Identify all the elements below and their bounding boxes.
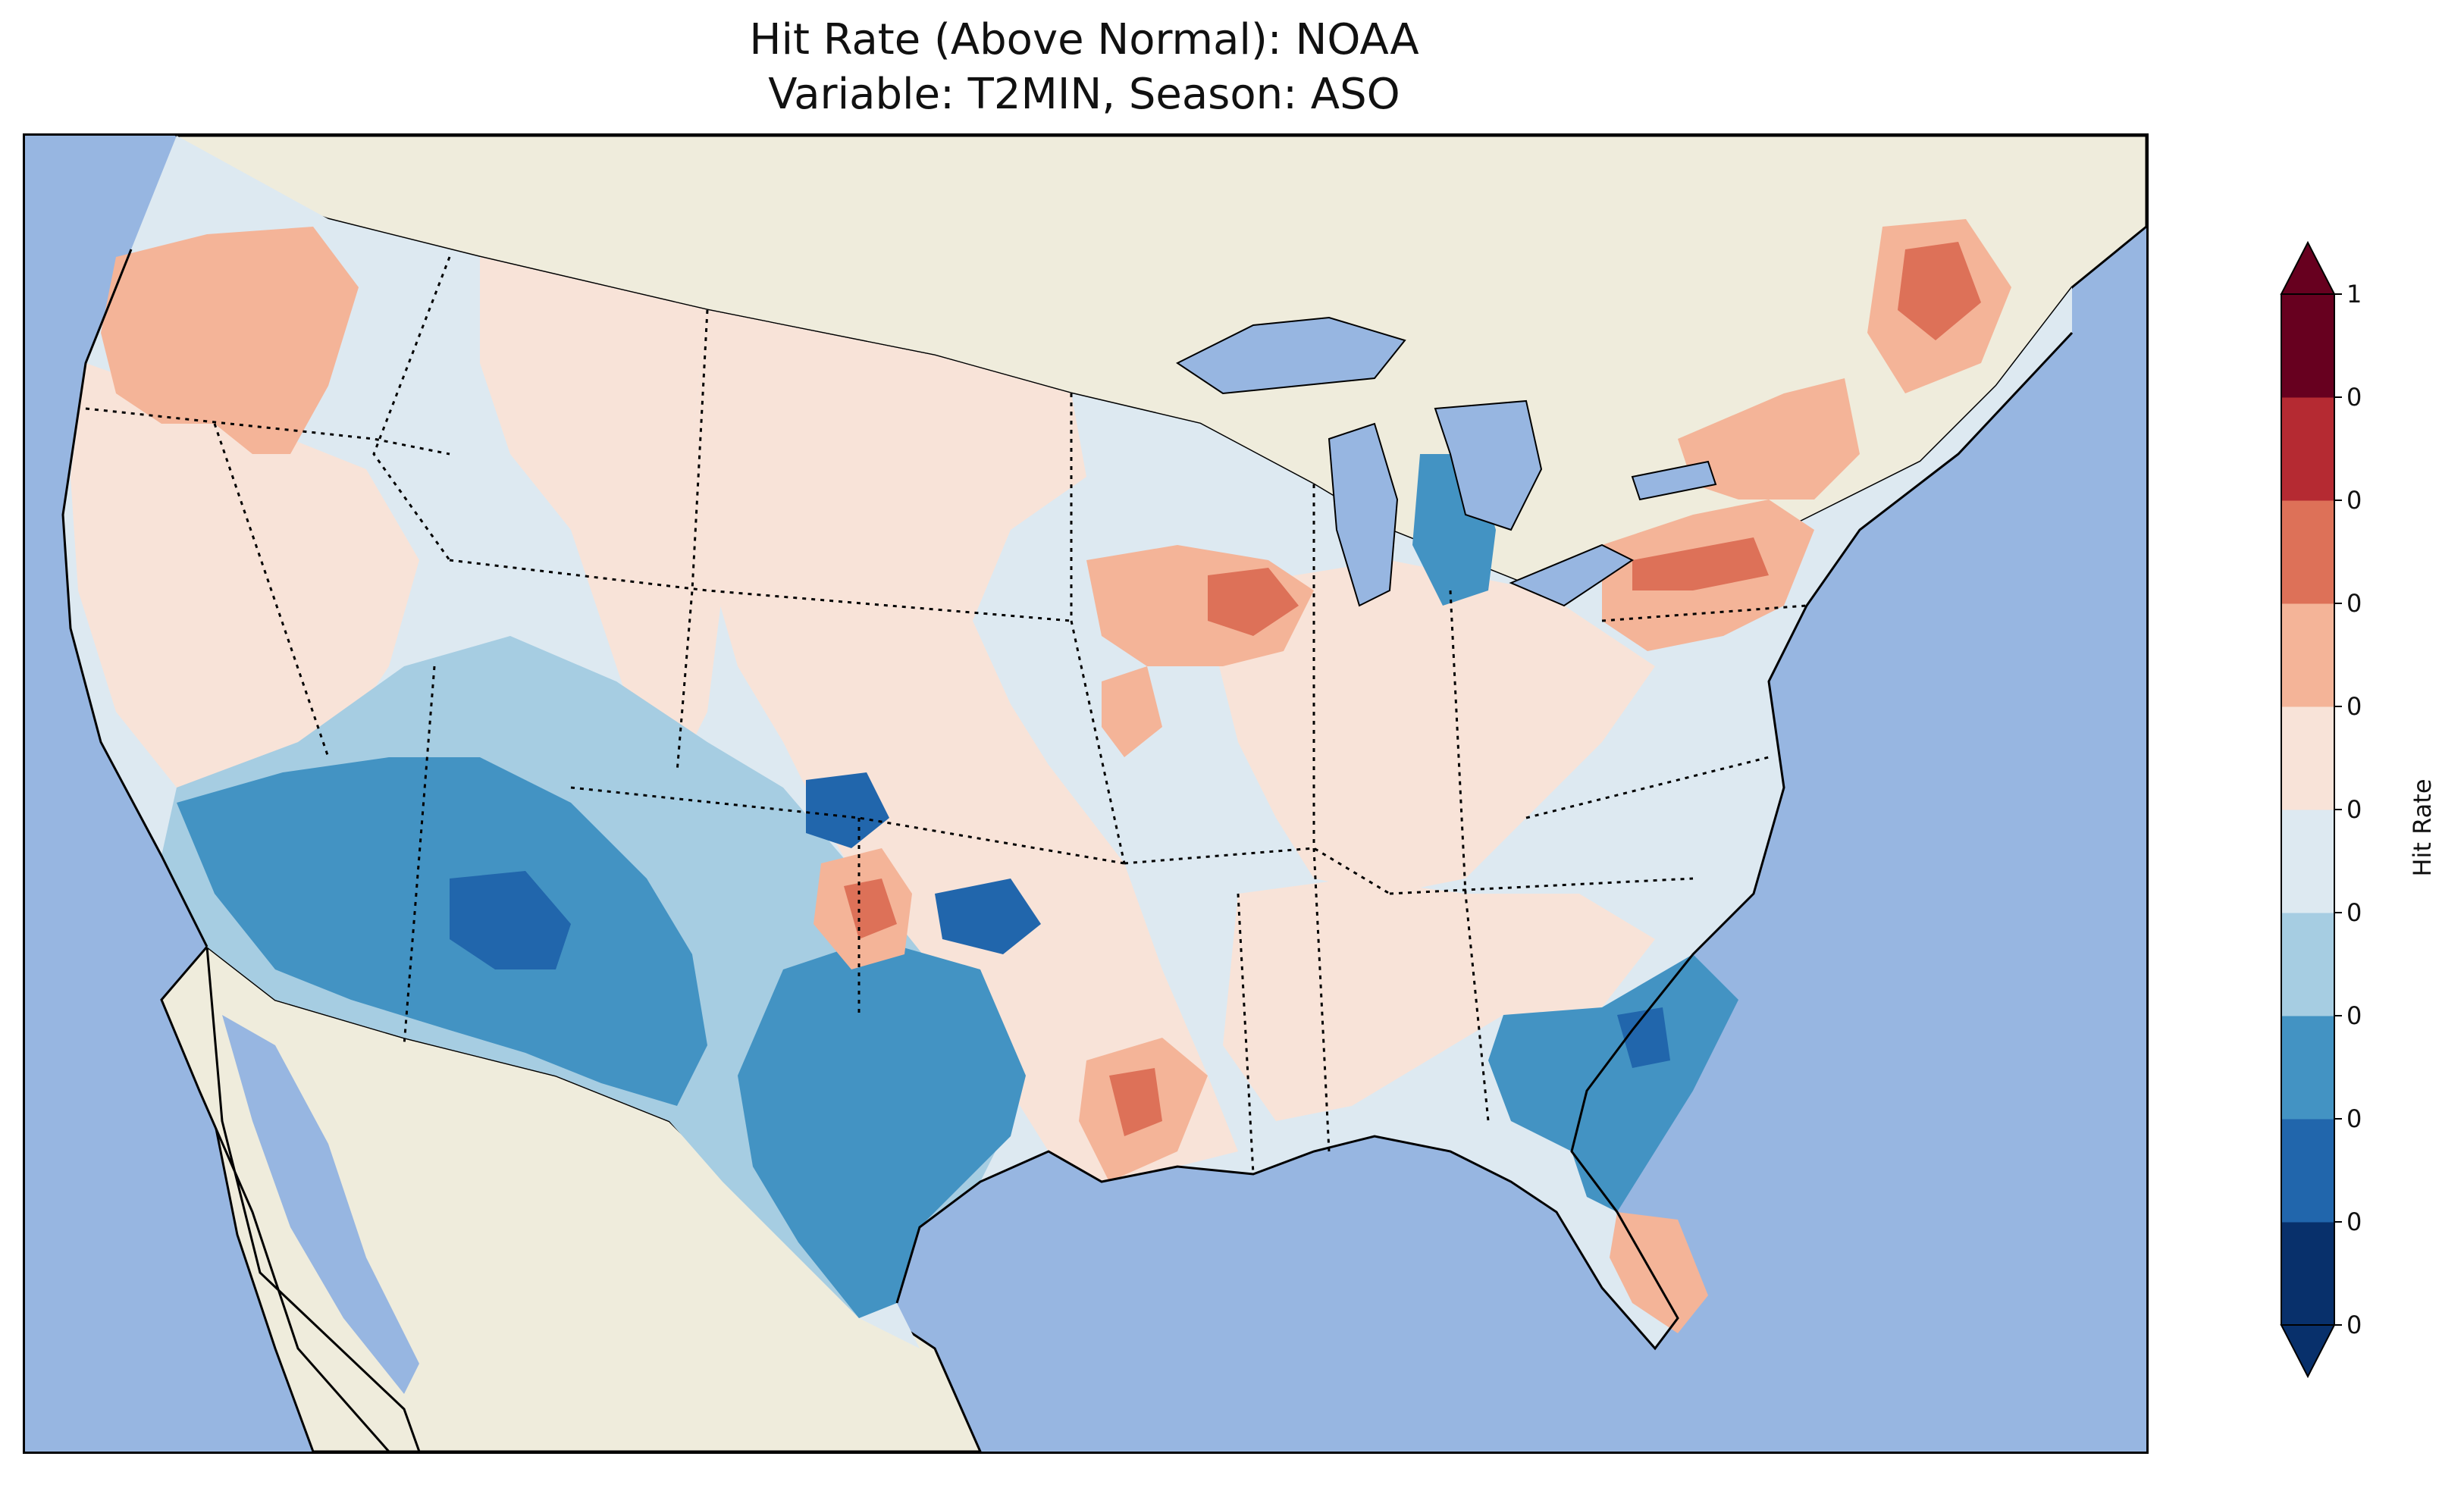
colorbar-extend-max	[2280, 241, 2336, 295]
region-southern-plains-deep	[935, 879, 1041, 954]
region-colorado-deep	[806, 772, 889, 848]
gulf-of-california	[222, 1015, 419, 1394]
region-southwest-core	[177, 757, 707, 1106]
region-texas	[738, 939, 1026, 1318]
state-borders	[85, 256, 1807, 1175]
map-frame	[23, 133, 2149, 1454]
colorbar-tick-label: 0.5	[2346, 795, 2362, 824]
conus-coastline	[61, 249, 208, 947]
region-louisiana-hot	[1109, 1068, 1162, 1136]
region-southeast-inland	[1223, 879, 1655, 1121]
chart-title-line-1: Hit Rate (Above Normal): NOAA	[749, 15, 1419, 64]
colorbar-bin	[2281, 1222, 2334, 1326]
colorbar-bin	[2281, 706, 2334, 810]
colorbar: 0.0 0.1 0.2 0.3 0.4 0.5 0.6 0.7 0.8 0.9 1.0	[2280, 241, 2362, 1378]
region-new-york	[1678, 378, 1860, 500]
colorbar-tick-label: 0.4	[2346, 898, 2362, 927]
colorbar-tick-label: 1.0	[2346, 280, 2362, 309]
region-georgia-deep	[1617, 1007, 1670, 1068]
colorbar-bin	[2281, 294, 2334, 398]
colorbar-tick-label: 0.9	[2346, 383, 2362, 412]
colorbar-bin	[2281, 913, 2334, 1016]
colorbar-tick-label: 0.6	[2346, 692, 2362, 721]
colorbar-label: Hit Rate	[2408, 778, 2437, 877]
colorbar-extend-min	[2280, 1324, 2336, 1378]
colorbar-tick-label: 0.2	[2346, 1104, 2362, 1133]
region-pennsylvania-hot	[1632, 537, 1769, 590]
region-central-plains	[692, 310, 1238, 1182]
lake-michigan	[1328, 422, 1399, 607]
colorbar-tick-label: 0.0	[2346, 1311, 2362, 1339]
colorbar-bin	[2281, 500, 2334, 604]
map-canvas	[25, 136, 2146, 1452]
colorbar-bin	[2281, 810, 2334, 913]
lake-ontario	[1631, 460, 1717, 501]
land-baja	[160, 944, 421, 1452]
region-four-corners	[450, 871, 571, 969]
colorbar-bin	[2281, 1016, 2334, 1120]
colorbar-bin	[2281, 1119, 2334, 1223]
colorbar-tick-label: 0.8	[2346, 486, 2362, 515]
region-oklahoma-hot	[844, 879, 897, 939]
region-southeast-coast	[1488, 954, 1738, 1212]
region-maine-hot	[1898, 242, 1981, 340]
region-iowa-hot	[1208, 568, 1299, 636]
colorbar-bin	[2281, 603, 2334, 707]
colorbar-bin	[2281, 397, 2334, 501]
region-pacific-northwest	[101, 227, 359, 454]
region-ohio-valley	[1200, 560, 1655, 894]
gulf-coastline	[895, 331, 2074, 1351]
colorbar-tick-label: 0.7	[2346, 589, 2362, 618]
region-west-coast	[71, 363, 419, 803]
region-missouri-warm	[1102, 666, 1162, 757]
colorbar-tick-label: 0.1	[2346, 1207, 2362, 1236]
region-northern-rockies	[480, 257, 723, 772]
chart-title-line-2: Variable: T2MIN, Season: ASO	[768, 70, 1400, 119]
lake-superior	[1176, 316, 1406, 395]
lake-erie	[1509, 543, 1634, 607]
colorbar-tick-label: 0.3	[2346, 1001, 2362, 1030]
lake-huron	[1434, 399, 1543, 531]
